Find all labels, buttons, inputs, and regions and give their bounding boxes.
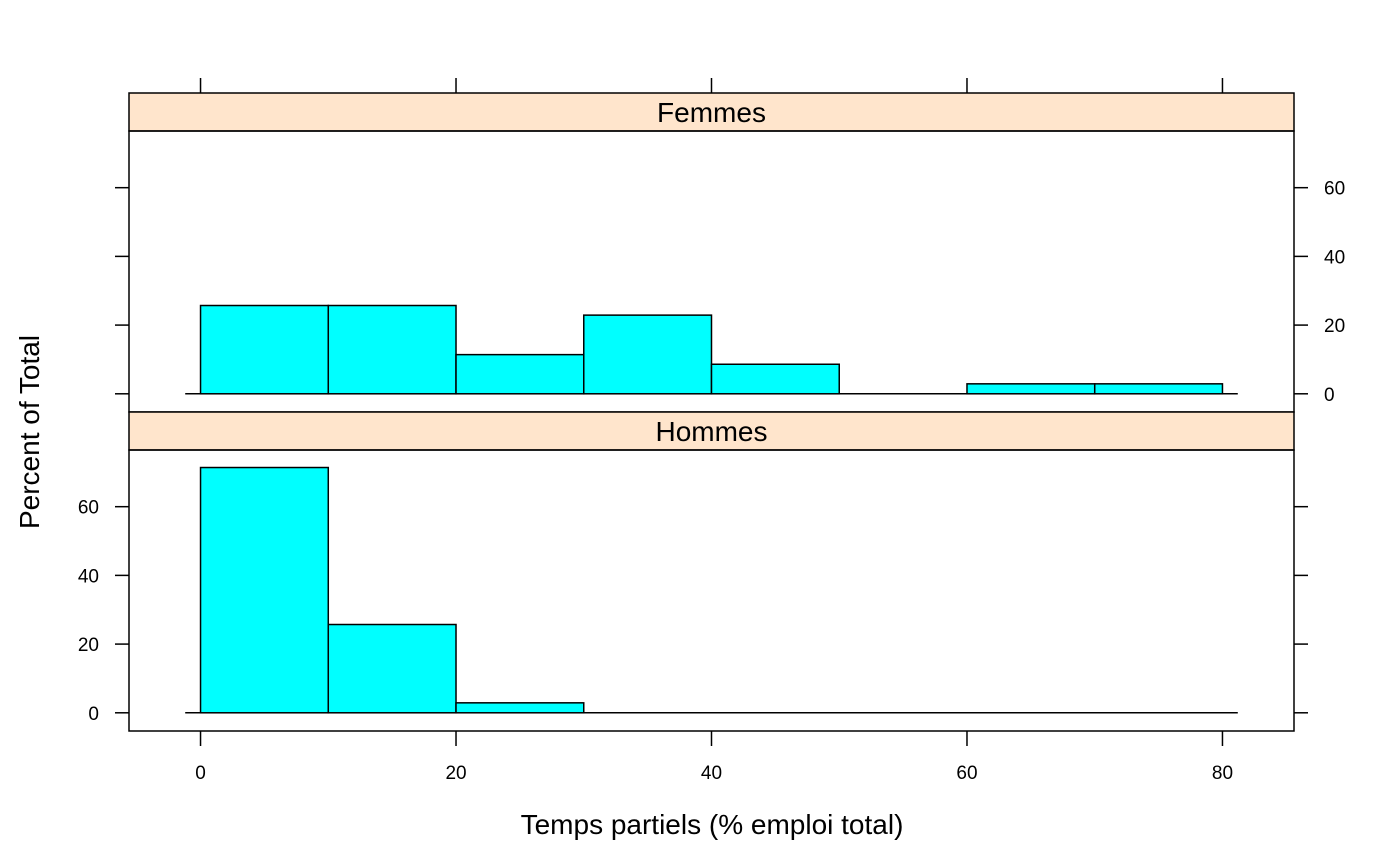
y-tick-label: 40 xyxy=(78,566,99,587)
y-tick-label: 40 xyxy=(1324,247,1345,268)
bar xyxy=(966,383,1096,395)
panel-femmes: Femmes 0 20 40 60 xyxy=(115,92,1345,413)
y-axis-femmes: 0 20 40 60 xyxy=(115,179,1345,406)
x-tick-label: 0 xyxy=(195,763,206,784)
y-tick-label: 20 xyxy=(78,635,99,656)
bar xyxy=(1093,383,1224,395)
x-axis: 0 20 40 60 80 xyxy=(195,78,1233,784)
y-tick-label: 0 xyxy=(1324,385,1335,406)
bar xyxy=(455,353,585,395)
y-axis-hommes: 0 20 40 60 xyxy=(78,498,1308,725)
y-tick-label: 60 xyxy=(1324,179,1345,200)
strip-label-femmes: Femmes xyxy=(657,97,766,128)
bar xyxy=(455,702,585,714)
bar xyxy=(199,304,330,395)
bar xyxy=(199,466,330,714)
bars-femmes xyxy=(199,304,1224,395)
panel-hommes: Hommes 0 20 40 60 xyxy=(78,411,1308,732)
strip-hommes xyxy=(128,411,1295,451)
bar xyxy=(327,623,457,714)
panels-layer: Femmes 0 20 40 60 Hommes 0 20 40 60 xyxy=(78,92,1345,732)
bar xyxy=(583,314,713,395)
x-tick-label: 20 xyxy=(445,763,466,784)
bar xyxy=(327,304,457,395)
x-tick-label: 60 xyxy=(956,763,977,784)
y-tick-label: 60 xyxy=(78,498,99,519)
x-tick-label: 40 xyxy=(701,763,722,784)
bars-hommes xyxy=(199,466,585,714)
y-axis-title: Percent of Total xyxy=(14,335,45,529)
y-tick-label: 20 xyxy=(1324,316,1345,337)
y-tick-label: 0 xyxy=(88,704,99,725)
bar xyxy=(710,363,840,395)
x-tick-label: 80 xyxy=(1212,763,1233,784)
x-axis-title: Temps partiels (% emploi total) xyxy=(521,809,904,840)
strip-femmes xyxy=(128,92,1295,132)
strip-label-hommes: Hommes xyxy=(655,416,767,447)
